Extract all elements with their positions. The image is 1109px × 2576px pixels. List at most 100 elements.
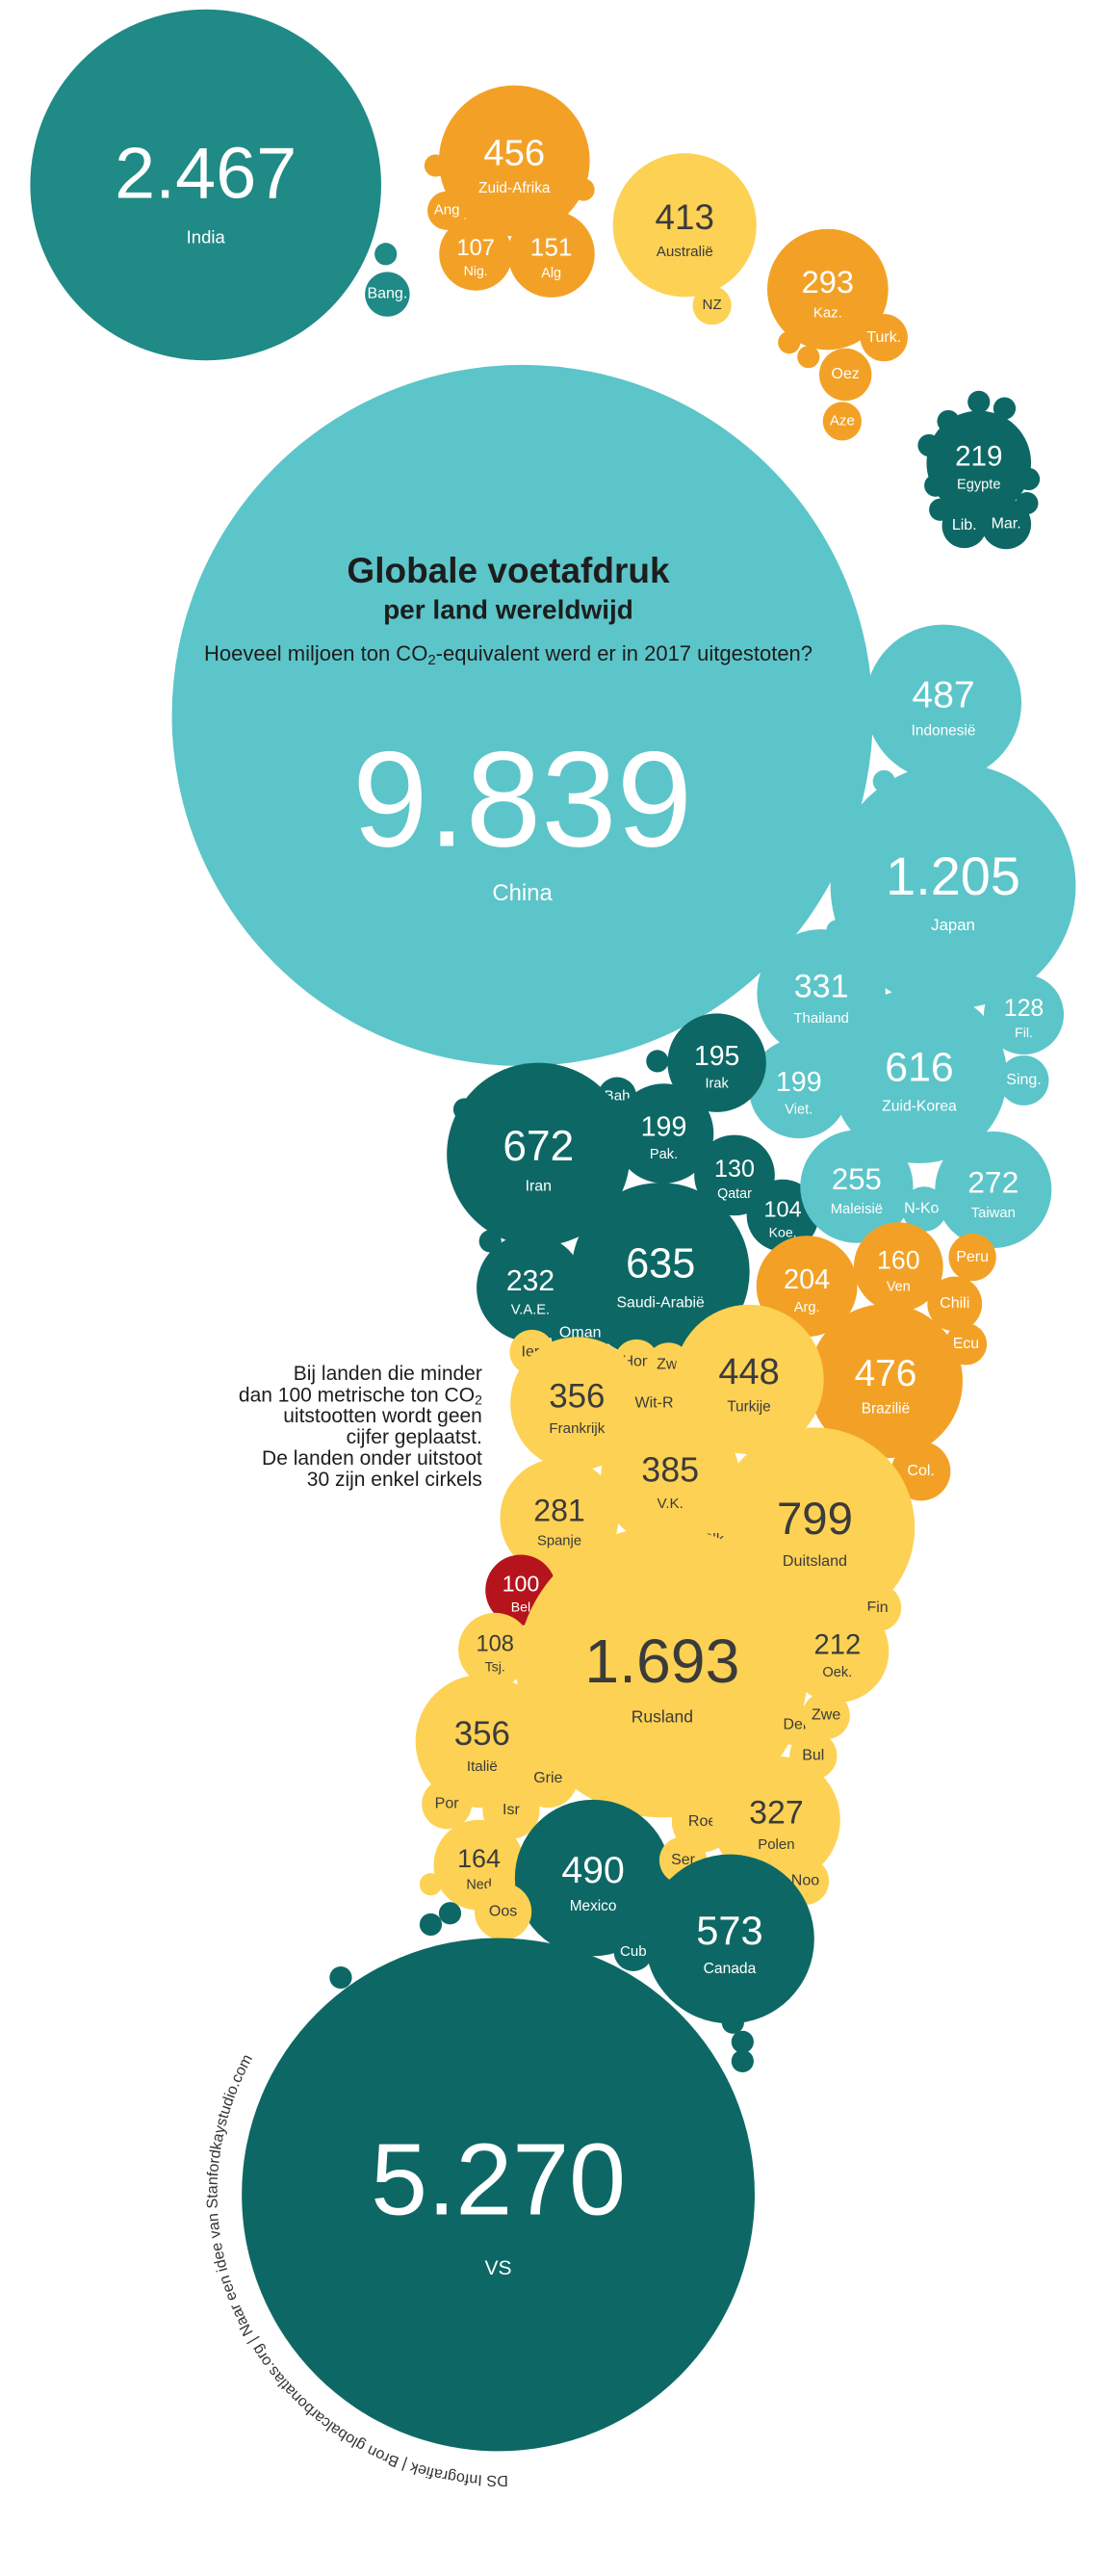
bubble-value: 1.205 [886, 846, 1020, 906]
bubble [242, 1938, 755, 2452]
bubble [612, 153, 757, 298]
bubble-value: 272 [967, 1165, 1019, 1200]
bubble [712, 1756, 840, 1885]
bubble-value: 100 [503, 1571, 540, 1596]
bubble-value: 1.693 [584, 1626, 739, 1696]
bubble [447, 1062, 631, 1246]
bubble-name: Turkije [727, 1398, 770, 1415]
bubble-name: Saudi-Arabië [617, 1294, 706, 1311]
bubble [427, 191, 467, 230]
bubble-name: Chili [940, 1295, 969, 1312]
bubble [692, 286, 732, 325]
bubble-value: 281 [533, 1493, 585, 1527]
bubble [746, 1179, 819, 1252]
bubble-name: Peru [956, 1249, 989, 1265]
bubble [927, 1276, 983, 1332]
bubble [860, 313, 908, 362]
bubble [731, 2049, 754, 2072]
bubble-value: 672 [503, 1123, 574, 1170]
bubble-value: 331 [794, 969, 849, 1005]
bubble-name: Col. [907, 1463, 934, 1479]
bubble [452, 1098, 477, 1121]
bubble-value: 5.270 [371, 2123, 626, 2237]
bubble-name: Oos [489, 1903, 517, 1919]
bubble-value: 327 [749, 1795, 804, 1832]
bubble-name: Zuid-Korea [882, 1098, 957, 1114]
bubble [438, 85, 590, 237]
bubble-value: 356 [454, 1715, 510, 1753]
bubble [802, 1691, 850, 1740]
bubble [374, 243, 398, 266]
bubble-name: Egypte [957, 478, 1000, 493]
bubble [721, 2011, 744, 2034]
bubble-name: Indonesië [912, 722, 976, 739]
bubble [478, 1230, 502, 1253]
bubble-value: 413 [656, 197, 714, 237]
bubble-value: 160 [877, 1246, 920, 1275]
bubble-name: Japan [931, 916, 975, 934]
bubble-name: Brazilië [862, 1401, 910, 1418]
bubble-name: V.K. [658, 1496, 683, 1512]
bubble [419, 1912, 443, 1937]
bubble-name: Isr [503, 1802, 520, 1818]
bubbles: 2.467 India Bang. 456 Zuid-Afrika Ang 107 Nig. 1… [30, 9, 1076, 2452]
bubble-name: Kaz. [813, 306, 842, 322]
bubble-value: 293 [802, 264, 854, 299]
bubble-value: 195 [694, 1041, 739, 1072]
bubble-value: 616 [885, 1045, 953, 1091]
bubble-value: 385 [641, 1451, 699, 1490]
bubble [767, 228, 889, 351]
bubble-name: Fil. [1015, 1026, 1033, 1041]
bubble-value: 108 [476, 1631, 514, 1656]
bubble-name: Ned [466, 1877, 491, 1892]
bubble-name: Ang [434, 202, 460, 219]
bubble [507, 210, 595, 298]
bubble [424, 154, 448, 177]
bubble-value: 232 [506, 1265, 554, 1297]
bubble [572, 178, 595, 201]
bubble-name: India [187, 227, 226, 247]
bubble [30, 9, 381, 361]
bubble [853, 1222, 943, 1313]
bubble-name: NZ [703, 297, 722, 313]
bubble [171, 364, 873, 1066]
bubble-name: Oek. [822, 1665, 852, 1680]
bubble-name: Bang. [367, 286, 407, 302]
bubble-name: Sing. [1006, 1072, 1041, 1088]
bubble [872, 769, 895, 794]
bubble-name: Maleisië [831, 1202, 883, 1217]
bubble [993, 397, 1017, 420]
bubble-name: Mar. [992, 515, 1021, 532]
bubble [941, 503, 987, 549]
bubble [967, 390, 991, 413]
note-line: De landen onder uitstoot [262, 1447, 482, 1470]
bubble [935, 1131, 1052, 1249]
bubble-name: Irak [706, 1077, 730, 1092]
bubble-name: China [492, 880, 553, 906]
bubble-name: Koe. [769, 1224, 797, 1239]
bubble-name: N-Kor [904, 1201, 944, 1217]
bubble-name: Arg. [794, 1300, 820, 1315]
bubble-name: Turk. [866, 329, 901, 346]
bubble-name: Thailand [793, 1010, 849, 1027]
bubble [438, 1902, 462, 1925]
bubble [514, 1799, 672, 1957]
bubble [890, 1441, 951, 1501]
bubble [439, 217, 513, 291]
bubble-name: Tsj. [485, 1658, 505, 1674]
bubble [516, 1526, 808, 1818]
bubble-name: Zwe [812, 1707, 840, 1724]
note-line: uitstootten wordt geen [283, 1405, 482, 1427]
bubble-value: 164 [457, 1844, 501, 1873]
bubble-name: Aze [830, 412, 855, 429]
bubble [865, 624, 1022, 781]
bubble [1017, 467, 1041, 491]
bubble [901, 1186, 947, 1232]
bubble-name: Rusland [632, 1707, 693, 1727]
bubble-value: 490 [561, 1850, 624, 1891]
bubble [613, 1083, 714, 1184]
bubble-value: 635 [626, 1241, 695, 1288]
bubble [613, 1932, 653, 1971]
bubble-value: 128 [1004, 995, 1045, 1022]
